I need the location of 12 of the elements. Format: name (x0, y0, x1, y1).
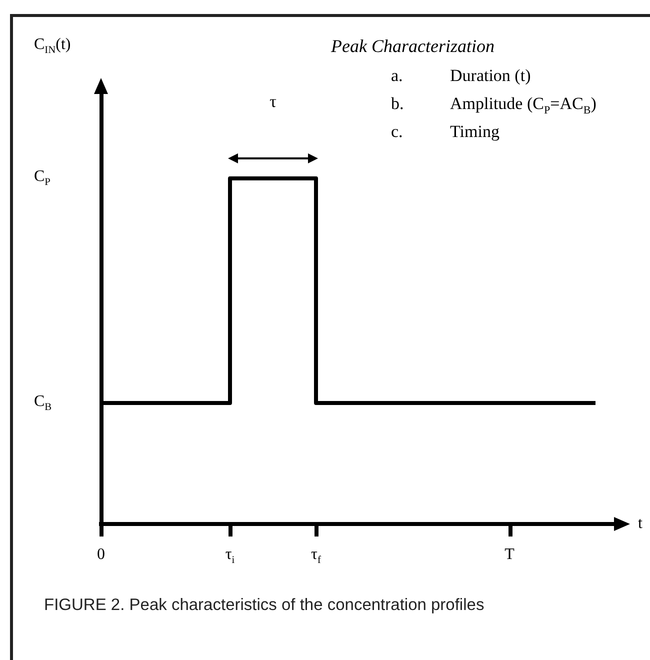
x-tick-label: τ$_{i}$ (225, 546, 235, 566)
text: C$_{P}$ (34, 168, 50, 188)
x-tick-label: 0 (97, 546, 105, 564)
chart-title: Peak Characterization (331, 36, 494, 57)
text: C$_{B}$ (34, 392, 52, 414)
x-axis-title: t (638, 515, 642, 533)
caption: FIGURE 2. Peak characteristics of the concentration profiles (44, 596, 484, 615)
text: τ (270, 92, 276, 112)
x-tick-label: τ$_{f}$ (311, 546, 321, 566)
x-tick-label: T (504, 546, 514, 564)
text: a. Duration (t) b. Amplitude (C$_{P}$=AC$_{B}$) c. Timing (391, 66, 596, 141)
text: C$_{IN}$(t) (34, 36, 71, 56)
